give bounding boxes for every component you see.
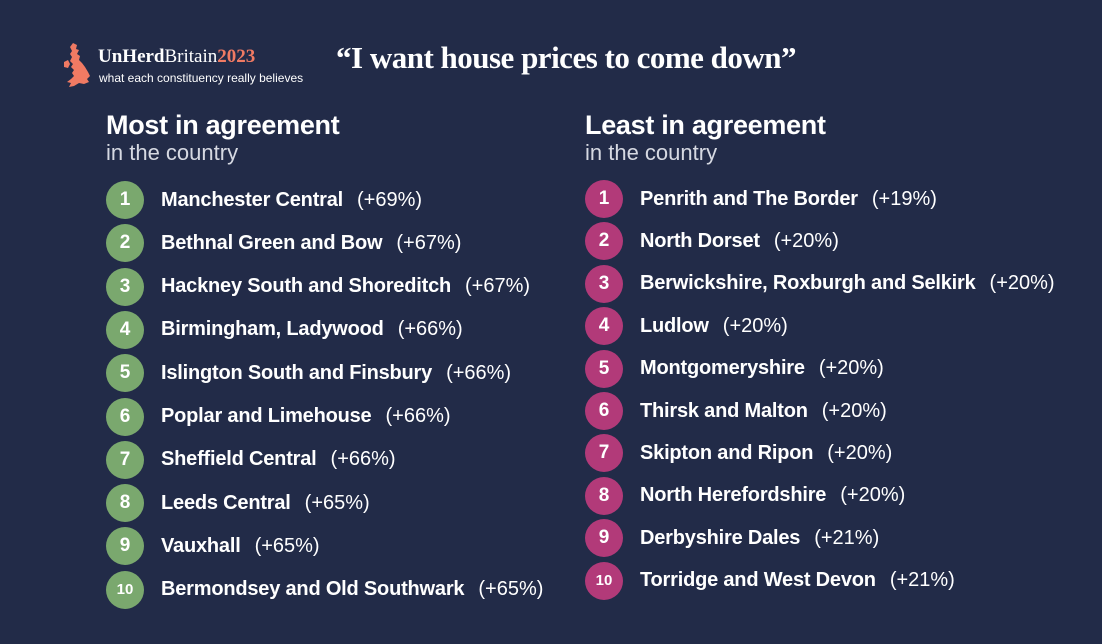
logo-tagline: what each constituency really believes — [99, 71, 304, 85]
rank-badge: 4 — [106, 310, 144, 349]
most-title: Most in agreement — [106, 110, 340, 140]
rank-badge: 7 — [106, 440, 144, 479]
list-item: 3 Berwickshire, Roxburgh and Selkirk (+20%… — [585, 264, 1055, 304]
constituency-name: Bethnal Green and Bow — [161, 231, 383, 254]
agreement-percentage: (+67%) — [396, 231, 462, 254]
list-item: 9 Derbyshire Dales (+21%) — [585, 518, 879, 558]
agreement-percentage: (+20%) — [818, 357, 884, 380]
rank-badge: 2 — [106, 224, 144, 263]
rank-badge: 8 — [106, 484, 144, 523]
constituency-name: Birmingham, Ladywood — [161, 318, 384, 341]
rank-badge: 6 — [585, 392, 623, 430]
agreement-percentage: (+21%) — [814, 526, 880, 549]
rank-badge: 9 — [585, 519, 623, 558]
logo-brand-britain: Britain — [164, 46, 218, 67]
most-in-agreement-panel: Most in agreement in the country 1 Manche… — [106, 108, 586, 609]
list-item: 8 Leeds Central (+65%) — [106, 483, 370, 523]
rank-badge: 1 — [106, 181, 144, 219]
list-item: 5 Montgomeryshire (+20%) — [585, 349, 884, 389]
agreement-percentage: (+65%) — [304, 491, 370, 514]
agreement-percentage: (+20%) — [722, 314, 788, 337]
agreement-percentage: (+66%) — [397, 318, 463, 341]
rank-badge: 6 — [106, 397, 144, 436]
constituency-name: Thirsk and Malton — [640, 399, 808, 422]
list-item: 8 North Herefordshire (+20%) — [585, 476, 905, 516]
constituency-name: Penrith and The Border — [640, 187, 858, 210]
constituency-name: Montgomeryshire — [640, 357, 805, 380]
constituency-name: Manchester Central — [161, 188, 344, 211]
list-item: 6 Poplar and Limehouse (+66%) — [106, 397, 451, 437]
constituency-name: Sheffield Central — [161, 448, 317, 471]
constituency-name: Poplar and Limehouse — [161, 405, 372, 427]
constituency-name: Leeds Central — [161, 491, 291, 514]
headline: “I want house prices to come down” — [336, 40, 797, 75]
list-item: 7 Sheffield Central (+66%) — [106, 440, 396, 480]
least-title: Least in agreement — [585, 110, 826, 140]
list-item: 1 Manchester Central (+69%) — [106, 180, 422, 220]
rank-badge: 7 — [585, 434, 623, 473]
rank-badge: 5 — [585, 349, 623, 388]
rank-badge: 4 — [585, 307, 623, 346]
agreement-percentage: (+20%) — [840, 484, 906, 507]
rank-badge: 10 — [585, 561, 623, 600]
agreement-percentage: (+69%) — [357, 188, 423, 211]
rank-badge: 9 — [106, 527, 144, 566]
constituency-name: Torridge and West Devon — [640, 569, 876, 592]
constituency-name: North Herefordshire — [640, 484, 827, 507]
rank-badge: 10 — [106, 570, 144, 609]
constituency-name: Vauxhall — [161, 534, 241, 557]
agreement-percentage: (+21%) — [889, 569, 955, 592]
constituency-name: North Dorset — [640, 229, 760, 252]
rank-badge: 2 — [585, 222, 623, 261]
list-item: 9 Vauxhall (+65%) — [106, 526, 320, 566]
agreement-percentage: (+20%) — [773, 229, 839, 252]
agreement-percentage: (+67%) — [465, 275, 531, 298]
constituency-name: Islington South and Finsbury — [161, 361, 433, 384]
constituency-name: Bermondsey and Old Southwark — [161, 578, 465, 601]
rank-badge: 3 — [106, 267, 144, 306]
uk-map-icon — [64, 43, 90, 87]
list-item: 5 Islington South and Finsbury (+66%) — [106, 353, 511, 393]
list-item: 4 Ludlow (+20%) — [585, 306, 788, 346]
list-item: 6 Thirsk and Malton (+20%) — [585, 391, 887, 431]
most-subtitle: in the country — [106, 140, 239, 165]
list-item: 4 Birmingham, Ladywood (+66%) — [106, 310, 463, 350]
list-item: 2 North Dorset (+20%) — [585, 221, 839, 261]
list-item: 3 Hackney South and Shoreditch (+67%) — [106, 267, 530, 307]
constituency-name: Hackney South and Shoreditch — [161, 275, 452, 298]
list-item: 7 Skipton and Ripon (+20%) — [585, 433, 892, 473]
rank-badge: 3 — [585, 264, 623, 303]
agreement-percentage: (+20%) — [989, 272, 1055, 295]
agreement-percentage: (+65%) — [478, 578, 544, 601]
list-item: 1 Penrith and The Border (+19%) — [585, 179, 937, 219]
logo-brand-year: 2023 — [217, 46, 256, 67]
rank-badge: 8 — [585, 476, 623, 515]
constituency-name: Ludlow — [640, 314, 709, 337]
unherd-britain-logo: UnHerdBritain2023 what each constituency… — [62, 42, 322, 90]
agreement-percentage: (+66%) — [330, 448, 396, 471]
logo-wordmark: UnHerdBritain2023 — [98, 46, 255, 68]
rank-badge: 1 — [585, 180, 623, 218]
least-in-agreement-panel: Least in agreement in the country 1 Penri… — [585, 108, 1095, 600]
constituency-name: Berwickshire, Roxburgh and Selkirk — [640, 272, 976, 295]
constituency-name: Derbyshire Dales — [640, 526, 801, 549]
least-subtitle: in the country — [585, 140, 718, 165]
agreement-percentage: (+19%) — [871, 187, 937, 210]
agreement-percentage: (+20%) — [827, 441, 893, 464]
list-item: 10 Torridge and West Devon (+21%) — [585, 561, 955, 601]
list-item: 10 Bermondsey and Old Southwark (+65%) — [106, 570, 543, 610]
rank-badge: 5 — [106, 354, 144, 393]
agreement-percentage: (+20%) — [821, 399, 887, 422]
list-item: 2 Bethnal Green and Bow (+67%) — [106, 223, 461, 263]
agreement-percentage: (+66%) — [385, 405, 451, 427]
logo-brand-unherd: UnHerd — [98, 46, 165, 67]
agreement-percentage: (+65%) — [254, 534, 320, 557]
agreement-percentage: (+66%) — [446, 361, 512, 384]
constituency-name: Skipton and Ripon — [640, 441, 814, 464]
